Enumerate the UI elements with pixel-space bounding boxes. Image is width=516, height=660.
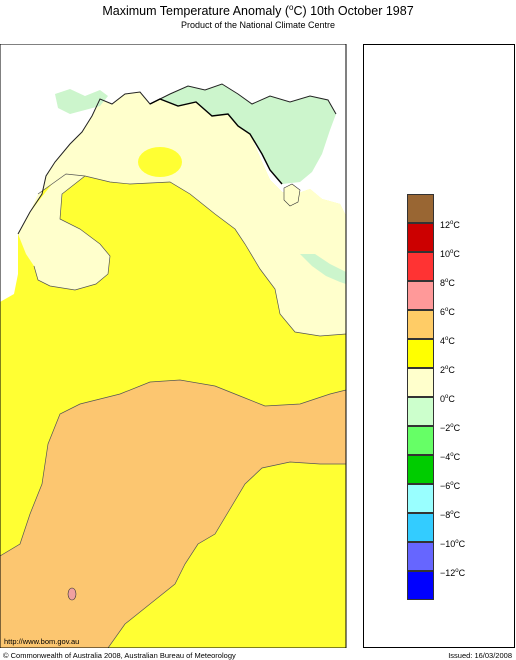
region-cream-north <box>30 92 346 336</box>
region-cream-west <box>18 174 110 290</box>
region-green-coast <box>150 84 336 184</box>
legend-swatch <box>407 339 434 368</box>
legend-tick-label: 6oC <box>440 307 455 317</box>
legend-swatch <box>407 513 434 542</box>
legend-swatch <box>407 194 434 223</box>
legend-swatch <box>407 310 434 339</box>
legend-swatch <box>407 397 434 426</box>
region-orange <box>0 380 346 648</box>
legend-tick-label: 2oC <box>440 365 455 375</box>
legend-tick-label: 8oC <box>440 278 455 288</box>
legend-swatch <box>407 484 434 513</box>
region-pink-spot <box>67 587 77 601</box>
map-border <box>0 44 347 648</box>
region-yellow-patch <box>138 147 182 177</box>
legend-swatch <box>407 223 434 252</box>
legend-swatch <box>407 426 434 455</box>
legend-tick-label: −4oC <box>440 452 461 462</box>
legend-tick-label: −6oC <box>440 481 461 491</box>
region-green-gulf <box>300 254 346 284</box>
coastline <box>17 83 337 235</box>
map-subtitle: Product of the National Climate Centre <box>180 20 336 30</box>
copyright-notice: © Commonwealth of Australia 2008, Austra… <box>3 651 236 660</box>
coastline-bold <box>149 98 283 185</box>
legend-swatch <box>407 455 434 484</box>
region-green-islands <box>55 89 108 114</box>
website-url[interactable]: http://www.bom.gov.au <box>4 637 80 646</box>
anomaly-map <box>0 44 363 648</box>
legend-swatch <box>407 368 434 397</box>
map-title: Maximum Temperature Anomaly (oC) 10th Oc… <box>102 3 414 19</box>
legend-tick-label: −12oC <box>440 568 466 578</box>
legend-swatch <box>407 281 434 310</box>
map-panel <box>0 44 363 648</box>
legend-swatch <box>407 571 434 600</box>
legend-tick-label: 4oC <box>440 336 455 346</box>
legend-tick-label: −8oC <box>440 510 461 520</box>
issued-date: Issued: 16/03/2008 <box>448 651 512 660</box>
legend-swatch <box>407 542 434 571</box>
legend-tick-label: −2oC <box>440 423 461 433</box>
legend-tick-label: −10oC <box>440 539 466 549</box>
island <box>283 183 301 207</box>
legend-tick-label: 10oC <box>440 249 460 259</box>
legend-swatch <box>407 252 434 281</box>
contour-lines <box>0 173 347 648</box>
panel-divider <box>363 44 364 648</box>
legend-tick-label: 0oC <box>440 394 455 404</box>
legend-tick-label: 12oC <box>440 220 460 230</box>
